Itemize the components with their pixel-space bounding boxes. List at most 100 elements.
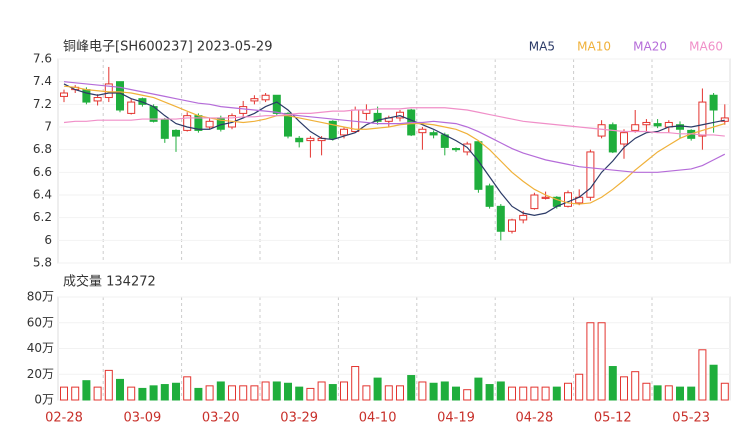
volume-bar (250, 385, 259, 401)
volume-bar (183, 376, 192, 401)
candle-body (172, 129, 180, 137)
volume-bar (71, 386, 80, 401)
volume-bar (552, 386, 561, 401)
volume-bar (676, 386, 684, 401)
candle-body (508, 219, 516, 232)
candle-body (631, 124, 640, 131)
volume-bar (82, 380, 91, 401)
volume-bar (463, 389, 472, 401)
candle-body (93, 97, 102, 102)
y-tick-label: 5.8 (33, 256, 52, 270)
volume-bar (564, 382, 572, 401)
x-tick-label: 03-09 (124, 411, 162, 426)
volume-bar (384, 385, 393, 401)
legend-label: MA20 (633, 40, 667, 54)
y-tick-label: 80万 (27, 290, 54, 304)
candle-body (160, 118, 169, 139)
x-tick-label: 02-28 (45, 411, 83, 426)
volume-bar (60, 386, 68, 401)
y-tick-label: 20万 (27, 367, 54, 381)
candle-body (519, 214, 528, 221)
volume-bar (351, 366, 360, 401)
candle-body (295, 137, 304, 143)
volume-bar (216, 381, 225, 401)
candle-body (485, 185, 494, 207)
candle-body (127, 101, 136, 114)
candle-body (496, 205, 505, 232)
chart-title: 铜峰电子[SH600237] 2023-05-29 (63, 40, 272, 55)
volume-bar (664, 385, 673, 401)
y-tick-label: 7.2 (33, 97, 52, 111)
volume-bar (340, 381, 348, 401)
x-tick-label: 04-19 (437, 411, 475, 426)
volume-bar (508, 386, 516, 401)
candle-body (452, 148, 460, 151)
y-tick-label: 7.4 (33, 74, 52, 88)
volume-bar (373, 377, 382, 401)
x-tick-label: 04-10 (359, 411, 397, 426)
volume-bar (407, 375, 416, 401)
volume-bar (116, 378, 124, 401)
candle-body (104, 83, 113, 99)
volume-bar (474, 377, 483, 401)
volume-bar (418, 381, 427, 401)
x-tick-label: 05-23 (672, 411, 710, 426)
volume-title: 成交量 134272 (63, 274, 156, 290)
candle-body (474, 141, 483, 190)
volume-bar (709, 364, 718, 401)
candle-body (541, 196, 550, 199)
volume-bar (272, 381, 281, 401)
x-tick-label: 03-20 (202, 411, 240, 426)
candle-body (564, 192, 572, 207)
volume-bar (317, 381, 326, 401)
candle-body (642, 121, 651, 126)
volume-bar (295, 386, 304, 401)
volume-bar (720, 382, 729, 401)
legend-label: MA5 (529, 40, 555, 54)
candle-body (60, 92, 68, 97)
candle-body (586, 151, 595, 198)
volume-bar (328, 384, 337, 401)
y-tick-label: 6 (44, 233, 52, 247)
volume-bar (261, 381, 270, 401)
volume-bar (541, 386, 550, 401)
volume-bar (127, 386, 136, 401)
candle-body (284, 112, 292, 137)
x-tick-label: 04-28 (516, 411, 554, 426)
volume-bar (104, 369, 113, 401)
volume-bar (620, 376, 628, 401)
volume-bar (496, 381, 505, 401)
volume-bar (485, 384, 494, 401)
volume-bar (631, 371, 640, 401)
volume-bar (205, 385, 214, 401)
candle-body (373, 112, 382, 122)
candle-body (418, 128, 427, 134)
volume-bar (362, 385, 371, 401)
candle-body (698, 101, 707, 137)
candle-body (597, 124, 606, 137)
y-tick-label: 6.6 (33, 165, 52, 179)
y-tick-label: 6.2 (33, 210, 52, 224)
candle-body (653, 123, 662, 127)
volume-bar (452, 386, 460, 401)
candle-body (306, 137, 315, 142)
volume-bar (306, 387, 315, 401)
volume-bar (597, 322, 606, 401)
candle-body (261, 94, 270, 101)
volume-bar (160, 384, 169, 401)
candle-body (328, 120, 337, 139)
y-tick-label: 0万 (34, 393, 54, 407)
legend-label: MA10 (577, 40, 611, 54)
volume-bar (228, 385, 236, 401)
y-tick-label: 6.4 (33, 188, 52, 202)
ma-line (63, 107, 725, 137)
volume-bar (642, 382, 651, 401)
ma-line (63, 85, 725, 205)
volume-bar (172, 382, 180, 401)
volume-bar (138, 387, 147, 401)
volume-bar (519, 386, 528, 401)
y-tick-label: 60万 (27, 315, 54, 329)
volume-bar (93, 386, 102, 401)
y-tick-label: 6.8 (33, 142, 52, 156)
